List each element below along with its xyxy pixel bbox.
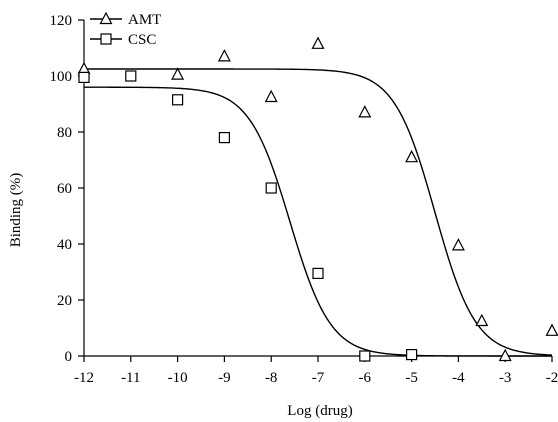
y-tick-label: 20 — [57, 293, 72, 309]
y-tick-label: 0 — [65, 349, 73, 365]
x-tick-label: -12 — [74, 370, 94, 386]
csc-point — [312, 267, 324, 279]
legend: AMT CSC — [90, 11, 161, 48]
x-tick-label: -6 — [359, 370, 372, 386]
x-tick-label: -11 — [121, 370, 140, 386]
axes: -12 -11 -10 -9 -8 -7 -6 -5 -4 -3 -2 0 20 40 60 80 100 120 — [50, 13, 558, 386]
amt-point — [545, 323, 558, 336]
amt-point — [171, 67, 185, 80]
amt-point — [475, 313, 489, 327]
amt-point — [264, 89, 278, 103]
data-markers — [77, 36, 558, 362]
csc-point — [359, 350, 371, 362]
y-tick-label: 60 — [57, 181, 72, 197]
amt-point — [358, 105, 372, 118]
csc-point — [172, 94, 184, 106]
fit-curves — [84, 68, 553, 357]
legend-marker-amt — [99, 11, 113, 25]
x-tick-label: -10 — [168, 370, 188, 386]
csc-point — [265, 182, 277, 194]
csc-point — [218, 132, 230, 144]
x-tick-label: -4 — [452, 370, 465, 386]
legend-marker-csc — [100, 33, 112, 45]
x-tick-label: -7 — [312, 370, 325, 386]
x-tick-label: -9 — [218, 370, 231, 386]
amt-point — [451, 238, 465, 251]
y-tick-label: 100 — [50, 69, 73, 85]
amt-point — [217, 49, 231, 62]
amt-point — [498, 348, 512, 362]
y-axis-label: Binding (%) — [8, 173, 24, 248]
csc-point — [406, 349, 418, 361]
x-tick-label: -5 — [405, 370, 418, 386]
y-tick-label: 120 — [50, 13, 73, 29]
legend-label-amt: AMT — [128, 12, 161, 28]
x-tick-label: -8 — [265, 370, 278, 386]
fit-curve-amt — [84, 68, 553, 356]
amt-point — [311, 36, 325, 49]
amt-point — [405, 149, 419, 163]
y-tick-label: 40 — [57, 237, 72, 253]
fit-curve-csc — [84, 86, 552, 357]
x-tick-label: -2 — [546, 370, 558, 386]
x-axis-label: Log (drug) — [287, 403, 352, 419]
x-tick-label: -3 — [499, 370, 512, 386]
csc-point — [78, 71, 90, 84]
legend-label-csc: CSC — [128, 32, 156, 48]
y-tick-label: 80 — [57, 125, 72, 141]
csc-point — [125, 70, 137, 82]
